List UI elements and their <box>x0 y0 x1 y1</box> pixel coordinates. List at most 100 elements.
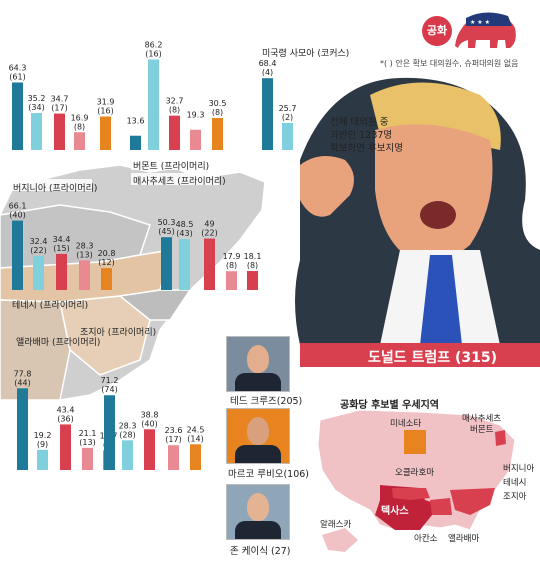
arkansas-region <box>430 498 452 515</box>
bar-delegate-label: (17) <box>165 435 181 444</box>
bar <box>262 78 273 150</box>
map-label: 텍사스 <box>381 506 409 517</box>
bar-delegate-label: (28) <box>119 430 135 439</box>
bar <box>122 440 133 470</box>
bar <box>190 129 201 150</box>
bar-value-label: 68.4 <box>259 59 277 68</box>
bar-layer: 64.3(61)35.2(34)34.7(17)16.9(8)31.9(16)1… <box>9 40 296 470</box>
state-labels <box>4 158 219 191</box>
bar <box>226 271 237 290</box>
bar-delegate-label: (8) <box>247 261 258 270</box>
bar-value-label: 34.4 <box>53 235 71 244</box>
texas-region <box>375 485 440 530</box>
bar-delegate-label: (40) <box>9 211 25 220</box>
bar <box>204 238 215 290</box>
bar-delegate-label: (4) <box>262 68 273 77</box>
bar-value-label: 49 <box>204 220 214 229</box>
bar-value-label: 31.9 <box>97 98 115 107</box>
map-label: 매사추세츠 <box>462 414 502 424</box>
svg-text:★ ★ ★: ★ ★ ★ <box>470 19 490 26</box>
bar-delegate-label: (43) <box>176 229 192 238</box>
trump-photo <box>295 77 540 346</box>
bar-value-label: 28.3 <box>119 421 137 430</box>
bar-group: 64.3(61) 35.2(34) 34.7(17) 16.9(8) 31.9(16) <box>9 63 115 150</box>
bar-value-label: 71.2 <box>101 376 119 385</box>
map-label: 버지니아 <box>503 464 535 474</box>
bar-value-label: 30.5 <box>209 99 227 108</box>
bar <box>17 388 28 470</box>
state-label-alabama: 앨라배마 (프라이머리) <box>16 338 101 348</box>
bar-delegate-label: (9) <box>37 440 48 449</box>
leader-banner: 도널드 트럼프 (315) <box>368 350 498 366</box>
bar <box>31 113 42 150</box>
portrait-ted-cruz <box>226 336 290 392</box>
candidate-name-cruz: 테드 크루즈(205) <box>230 396 303 407</box>
bar-delegate-label: (8) <box>212 108 223 117</box>
leader-banner-bg <box>300 343 540 367</box>
bar-delegate-label: (34) <box>28 103 44 112</box>
bar-value-label: 17.9 <box>223 252 241 261</box>
bar-value-label: 24.5 <box>187 425 205 434</box>
bar-delegate-label: (36) <box>57 414 73 423</box>
bar-delegate-label: (14) <box>187 434 203 443</box>
bar-delegate-label: (12) <box>98 258 114 267</box>
bar-value-label: 34.7 <box>51 95 69 104</box>
bar <box>212 117 223 150</box>
bar-value-label: 18.1 <box>244 252 262 261</box>
bar-value-label: 28.3 <box>76 241 94 250</box>
bar-value-label: 32.7 <box>166 97 184 106</box>
bar-value-label: 38.8 <box>141 410 159 419</box>
bar <box>104 395 115 470</box>
portrait-john-kasich <box>226 484 290 540</box>
bar-delegate-label: (13) <box>76 250 92 259</box>
candidate-name-kasich: 존 케이식 (27) <box>230 546 291 557</box>
bar <box>101 268 112 290</box>
map-label: 테네시 <box>503 478 527 488</box>
bar <box>247 270 258 290</box>
us-map <box>317 409 516 552</box>
bar <box>12 220 23 290</box>
state-label-samoa: 미국령 사모아 (코커스) <box>262 49 350 59</box>
bar-value-label: 86.2 <box>145 40 163 49</box>
southeast-region <box>450 488 495 515</box>
bar <box>56 253 67 290</box>
bar-delegate-label: (8) <box>169 106 180 115</box>
state-label-tennessee: 테네시 (프라이머리) <box>12 301 89 311</box>
bar-group: 13.686.2(16)32.7(8)19.330.5(8) <box>127 40 227 150</box>
bar-delegate-label: (22) <box>30 246 46 255</box>
bar-value-label: 16.9 <box>71 113 89 122</box>
bar-value-label: 64.3 <box>9 63 27 72</box>
bar-value-label: 19.2 <box>34 431 52 440</box>
bar-group: 66.1(40) 32.4(22) 34.4(15) 28.3(13) 20.8(12) <box>9 202 115 290</box>
bar-delegate-label: (8) <box>74 122 85 131</box>
bar-value-label: 43.4 <box>57 405 75 414</box>
bar <box>60 424 71 470</box>
map-label: 알래스카 <box>320 520 352 530</box>
bar <box>169 115 180 150</box>
bar-delegate-label: (2) <box>282 113 293 122</box>
bar <box>161 237 172 290</box>
bar-value-label: 48.5 <box>176 220 194 229</box>
bar-value-label: 35.2 <box>28 94 46 103</box>
portrait-marco-rubio <box>226 408 290 464</box>
minnesota-region <box>404 430 426 454</box>
map-label: 미네소타 <box>390 419 422 429</box>
threshold-line: 과반인 1237명 <box>330 130 393 141</box>
bar <box>144 429 155 470</box>
bar <box>168 445 179 470</box>
map-label: 조지아 <box>503 492 527 502</box>
candidate-name-rubio: 마르코 루비오(106) <box>228 469 310 480</box>
republican-elephant-icon: ★ ★ ★ <box>455 12 516 48</box>
threshold-note: 전체 대의원 중 과반인 1237명 확보하면 후보지명 <box>330 116 403 155</box>
bar-value-label: 13.6 <box>127 117 145 126</box>
bar-delegate-label: (40) <box>141 419 157 428</box>
bar-delegate-label: (22) <box>201 229 217 238</box>
threshold-line: 전체 대의원 중 <box>330 117 389 128</box>
footnote: *( ) 안은 확보 대의원수, 슈퍼대의원 없음 <box>380 59 519 68</box>
bar <box>33 255 44 290</box>
state-label-georgia: 조지아 (프라이머리) <box>80 328 157 338</box>
bar <box>54 113 65 150</box>
bar <box>12 82 23 150</box>
bar-delegate-label: (61) <box>9 72 25 81</box>
